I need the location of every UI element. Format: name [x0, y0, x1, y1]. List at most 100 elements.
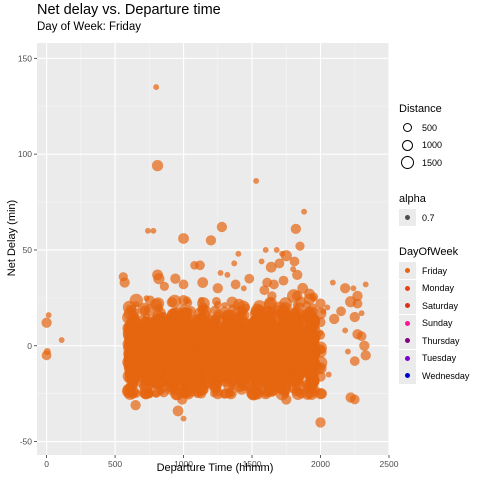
data-point — [340, 283, 351, 294]
data-point — [123, 324, 135, 336]
data-point — [304, 288, 315, 300]
data-point — [172, 405, 184, 417]
size-key — [399, 119, 416, 137]
data-point — [166, 341, 175, 351]
size-key-circle — [402, 139, 413, 151]
dayofweek-key — [399, 367, 416, 385]
data-point — [137, 302, 151, 316]
dayofweek-key-dot — [405, 373, 410, 379]
alpha-legend-label: 0.7 — [422, 212, 435, 223]
distance-legend-entry: 1500 — [399, 154, 442, 172]
alpha-key-dot — [405, 215, 410, 221]
data-point — [231, 260, 238, 267]
data-point — [302, 330, 315, 343]
data-point — [276, 373, 287, 384]
dayofweek-legend-entry: Wednesday — [399, 367, 469, 385]
x-tick-label: 0 — [44, 459, 49, 469]
data-point — [128, 347, 140, 359]
data-point — [244, 273, 255, 284]
data-point — [178, 279, 189, 290]
data-point — [281, 394, 292, 405]
data-point — [290, 361, 299, 370]
data-point — [166, 312, 179, 325]
dayofweek-legend-label: Wednesday — [422, 370, 470, 381]
data-point — [349, 311, 360, 323]
y-tick-label: 0 — [27, 341, 32, 351]
data-point — [171, 370, 181, 381]
data-point — [250, 307, 260, 316]
dayofweek-legend-label: Thursday — [422, 335, 460, 346]
data-point — [191, 319, 203, 331]
data-point — [197, 364, 210, 377]
data-point — [213, 309, 224, 320]
data-point — [265, 261, 277, 273]
data-point — [171, 359, 181, 368]
x-axis-label: Departure Time (hhmm) — [156, 462, 274, 474]
data-point — [324, 304, 331, 311]
data-point — [151, 334, 164, 348]
data-point — [122, 383, 136, 397]
data-point — [253, 178, 260, 184]
dayofweek-legend-entry: Monday — [399, 279, 469, 298]
y-tick-label: -50 — [20, 437, 33, 447]
data-point — [45, 312, 52, 319]
data-point — [273, 247, 280, 253]
data-point — [152, 376, 167, 390]
alpha-key — [399, 209, 416, 227]
data-point — [152, 327, 160, 335]
size-key — [399, 154, 416, 172]
distance-legend-title: Distance — [399, 103, 442, 115]
data-point — [157, 387, 165, 396]
dayofweek-legend-label: Sunday — [422, 318, 453, 329]
data-point — [139, 338, 153, 352]
data-point — [295, 296, 307, 308]
data-point — [208, 340, 218, 350]
chart-title: Net delay vs. Departure time — [37, 2, 221, 18]
data-point — [315, 417, 326, 428]
distance-legend-entry: 500 — [399, 119, 442, 137]
alpha-legend-title: alpha — [399, 193, 426, 205]
data-point — [158, 311, 168, 322]
alpha-legend: alpha 0.7 — [399, 193, 435, 227]
data-point — [358, 310, 365, 317]
data-point — [295, 241, 305, 251]
dayofweek-legend-entry: Tuesday — [399, 349, 469, 368]
data-point — [145, 367, 155, 377]
data-point — [129, 305, 137, 313]
data-point — [226, 296, 238, 308]
data-point — [344, 348, 351, 355]
data-point — [199, 385, 209, 395]
data-point — [43, 348, 51, 356]
data-point — [223, 322, 233, 333]
data-point — [170, 273, 181, 284]
dayofweek-key-dot — [405, 355, 410, 361]
data-point — [262, 247, 269, 253]
data-point — [223, 363, 236, 376]
data-point — [292, 269, 303, 281]
data-point — [140, 326, 153, 339]
data-point — [131, 372, 140, 381]
distance-legend: Distance 500 1000 1500 — [399, 103, 442, 172]
data-point — [140, 387, 152, 400]
data-point — [144, 227, 151, 234]
dayofweek-key-dot — [405, 303, 410, 309]
dayofweek-key-dot — [405, 285, 410, 291]
data-point — [352, 298, 363, 309]
dayofweek-key — [399, 297, 416, 315]
x-tick-label: 1000 — [174, 459, 193, 469]
data-point — [264, 327, 276, 339]
data-point — [130, 400, 141, 411]
x-tick-label: 2500 — [380, 459, 399, 469]
data-point — [224, 271, 231, 278]
data-point — [350, 285, 357, 292]
dayofweek-legend-label: Tuesday — [422, 353, 457, 364]
y-axis-label: Net Delay (min) — [6, 199, 18, 277]
data-point — [152, 297, 165, 310]
data-point — [235, 382, 249, 395]
data-point — [235, 250, 242, 257]
dayofweek-key — [399, 349, 416, 367]
data-point — [279, 250, 286, 257]
distance-legend-label: 1000 — [422, 140, 443, 151]
data-point — [253, 361, 261, 370]
